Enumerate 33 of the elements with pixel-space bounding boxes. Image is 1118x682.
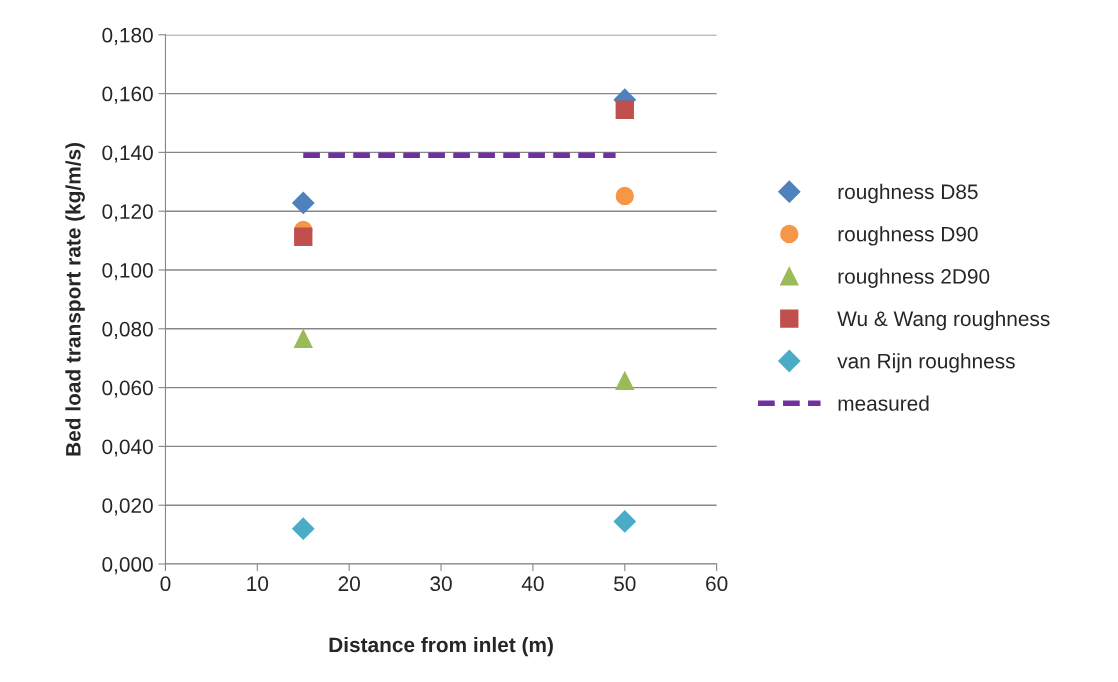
y-tick-label: 0,080: [102, 321, 153, 340]
x-tick-label: 40: [521, 576, 544, 592]
x-tick-label: 30: [430, 576, 452, 592]
y-tick-label: 0,120: [102, 204, 153, 222]
point: [292, 191, 315, 215]
legend-label: measured: [838, 395, 929, 411]
point: [615, 186, 634, 206]
point: [292, 517, 315, 540]
x-tick-label: 20: [338, 576, 360, 592]
legend-label: Wu & Wang roughness: [837, 310, 1050, 331]
y-tick-label: 0,100: [102, 263, 153, 281]
point: [615, 371, 634, 391]
x-tick-label: 50: [614, 576, 636, 592]
point: [294, 227, 313, 246]
point: [613, 510, 636, 533]
x-tick-label: 60: [706, 576, 728, 592]
point: [294, 329, 313, 348]
legend-label: roughness 2D90: [838, 268, 990, 288]
y-tick-label: 0,180: [102, 27, 153, 45]
y-axis-title: Bed load transport rate (kg/m/s): [65, 142, 85, 456]
y-tick-label: 0,140: [102, 145, 153, 163]
x-tick-label: 10: [247, 576, 269, 592]
legend-label: roughness D90: [838, 226, 978, 246]
y-tick-label: 0,000: [102, 557, 153, 575]
x-tick-label: 0: [160, 576, 171, 592]
x-axis-title: Distance from inlet (m): [329, 636, 553, 657]
legend-label: van Rijn roughness: [837, 353, 1015, 373]
point: [615, 100, 634, 119]
y-tick-label: 0,060: [102, 380, 153, 398]
y-tick-label: 0,040: [102, 439, 153, 457]
y-tick-label: 0,020: [102, 498, 153, 516]
y-tick-label: 0,160: [102, 86, 153, 104]
legend-label: roughness D85: [838, 183, 978, 204]
